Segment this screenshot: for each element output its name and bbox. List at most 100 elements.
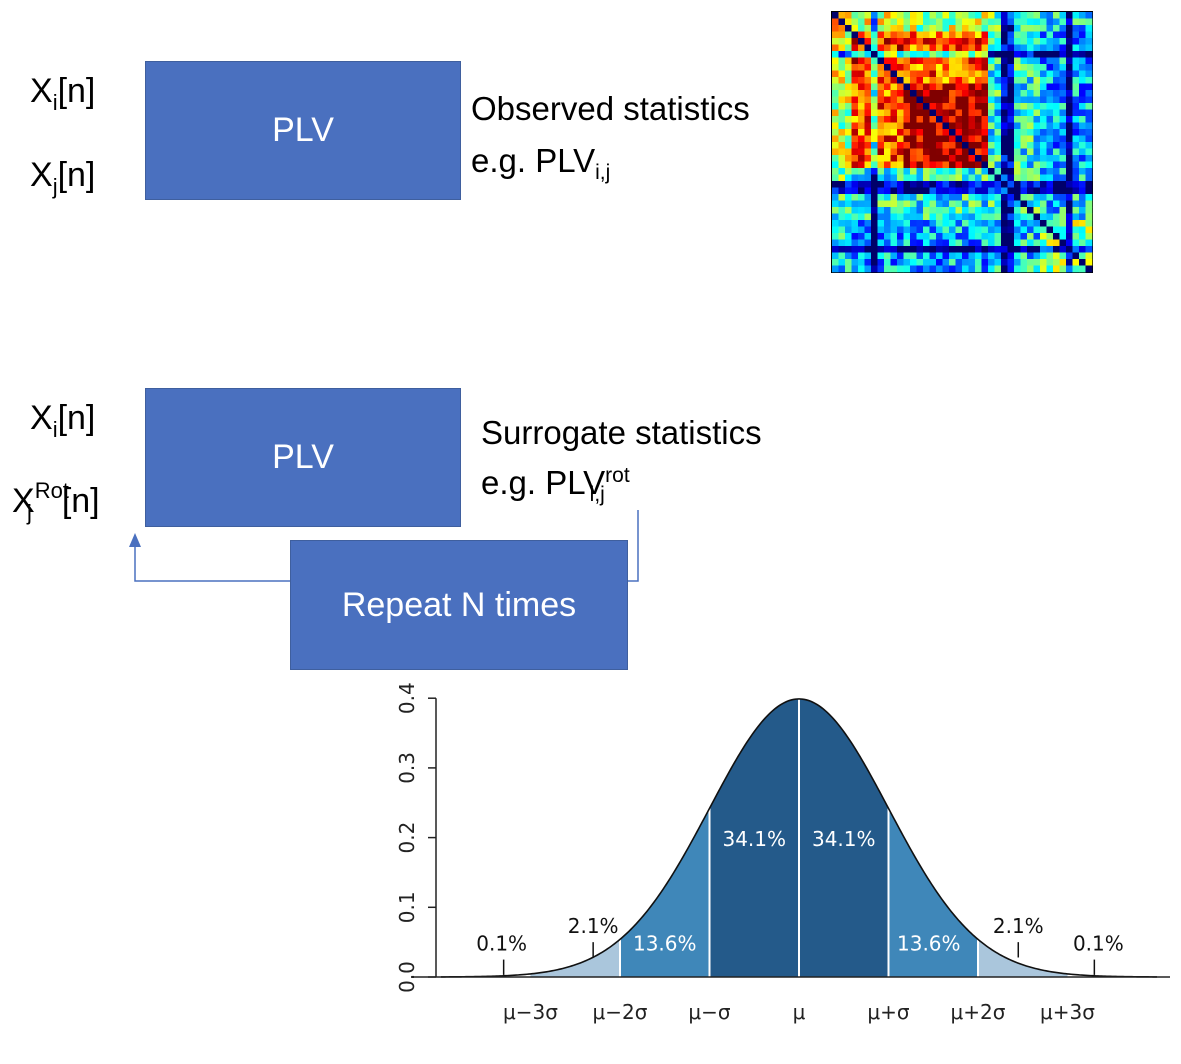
heatmap-cell bbox=[897, 155, 904, 162]
heatmap-cell bbox=[1007, 194, 1015, 201]
heatmap-cell bbox=[897, 246, 904, 253]
heatmap-cell bbox=[968, 155, 976, 162]
heatmap-cell bbox=[1020, 174, 1028, 182]
heatmap-cell bbox=[968, 116, 976, 123]
heatmap-cell bbox=[936, 155, 943, 162]
heatmap-cell bbox=[851, 265, 859, 273]
heatmap-cell bbox=[1046, 246, 1054, 253]
heatmap-cell bbox=[1072, 64, 1080, 71]
heatmap-cell bbox=[877, 25, 885, 32]
heatmap-cell bbox=[910, 194, 917, 201]
heatmap-cell bbox=[1066, 168, 1073, 175]
heatmap-cell bbox=[1053, 213, 1060, 221]
heatmap-cell bbox=[1040, 213, 1047, 221]
signal-xj-rot-bottom: XRotj [n] bbox=[12, 478, 100, 525]
heatmap-cell bbox=[1040, 148, 1047, 156]
heatmap-cell bbox=[1053, 187, 1060, 195]
heatmap-cell bbox=[1079, 51, 1086, 58]
heatmap-cell bbox=[845, 25, 852, 32]
heatmap-cell bbox=[929, 181, 937, 188]
heatmap-cell bbox=[851, 207, 859, 214]
heatmap-cell bbox=[929, 103, 937, 110]
heatmap-cell bbox=[975, 148, 982, 156]
heatmap-cell bbox=[838, 122, 846, 130]
observed-statistics-example: e.g. PLVi,j bbox=[471, 142, 611, 184]
heatmap-cell bbox=[1001, 57, 1008, 65]
heatmap-cell bbox=[936, 200, 943, 208]
heatmap-cell bbox=[1020, 109, 1028, 117]
heatmap-cell bbox=[923, 129, 930, 136]
heatmap-cell bbox=[1033, 70, 1041, 78]
heatmap-cell bbox=[1040, 207, 1047, 214]
heatmap-cell bbox=[845, 51, 852, 58]
heatmap-cell bbox=[845, 44, 852, 52]
heatmap-cell bbox=[871, 96, 878, 104]
heatmap-cell bbox=[1020, 96, 1028, 104]
heatmap-cell bbox=[858, 122, 865, 130]
heatmap-cell bbox=[975, 64, 982, 71]
heatmap-cell bbox=[1001, 194, 1008, 201]
heatmap-cell bbox=[1072, 90, 1080, 97]
heatmap-cell bbox=[1079, 161, 1086, 169]
heatmap-cell bbox=[1053, 207, 1060, 214]
heatmap-cell bbox=[1027, 239, 1034, 247]
heatmap-cell bbox=[877, 213, 885, 221]
heatmap-cell bbox=[1033, 148, 1041, 156]
heatmap-cell bbox=[1014, 135, 1021, 143]
heatmap-cell bbox=[838, 252, 846, 260]
heatmap-cell bbox=[923, 142, 930, 149]
heatmap-cell bbox=[949, 194, 956, 201]
heatmap-cell bbox=[1079, 194, 1086, 201]
heatmap-cell bbox=[1053, 122, 1060, 130]
heatmap-cell bbox=[864, 259, 872, 266]
heatmap-cell bbox=[851, 77, 859, 84]
heatmap-cell bbox=[936, 187, 943, 195]
heatmap-cell bbox=[968, 213, 976, 221]
heatmap-cell bbox=[877, 64, 885, 71]
heatmap-cell bbox=[1007, 122, 1015, 130]
heatmap-cell bbox=[988, 109, 995, 117]
heatmap-cell bbox=[936, 44, 943, 52]
heatmap-cell bbox=[1072, 96, 1080, 104]
heatmap-cell bbox=[923, 174, 930, 182]
heatmap-cell bbox=[929, 174, 937, 182]
heatmap-cell bbox=[975, 207, 982, 214]
heatmap-cell bbox=[1040, 226, 1047, 234]
heatmap-cell bbox=[988, 12, 995, 19]
heatmap-cell bbox=[1040, 194, 1047, 201]
heatmap-cell bbox=[949, 38, 956, 45]
heatmap-cell bbox=[845, 194, 852, 201]
heatmap-cell bbox=[942, 31, 950, 39]
heatmap-cell bbox=[845, 155, 852, 162]
heatmap-cell bbox=[1001, 239, 1008, 247]
heatmap-cell bbox=[1059, 220, 1067, 227]
heatmap-cell bbox=[1079, 246, 1086, 253]
heatmap-cell bbox=[890, 70, 898, 78]
heatmap-cell bbox=[1066, 129, 1073, 136]
heatmap-cell bbox=[903, 129, 911, 136]
heatmap-cell bbox=[871, 181, 878, 188]
heatmap-cell bbox=[858, 155, 865, 162]
heatmap-cell bbox=[845, 96, 852, 104]
heatmap-cell bbox=[845, 265, 852, 273]
heatmap-cell bbox=[877, 96, 885, 104]
heatmap-cell bbox=[851, 135, 859, 143]
heatmap-cell bbox=[838, 155, 846, 162]
heatmap-cell bbox=[877, 142, 885, 149]
heatmap-cell bbox=[903, 207, 911, 214]
heatmap-cell bbox=[923, 116, 930, 123]
heatmap-cell bbox=[975, 109, 982, 117]
heatmap-cell bbox=[884, 252, 891, 260]
heatmap-cell bbox=[942, 38, 950, 45]
heatmap-cell bbox=[884, 194, 891, 201]
heatmap-cell bbox=[942, 18, 950, 26]
heatmap-cell bbox=[851, 103, 859, 110]
heatmap-cell bbox=[845, 64, 852, 71]
heatmap-cell bbox=[1020, 207, 1028, 214]
heatmap-cell bbox=[936, 12, 943, 19]
heatmap-cell bbox=[871, 18, 878, 26]
heatmap-cell bbox=[1072, 148, 1080, 156]
heatmap-cell bbox=[903, 155, 911, 162]
heatmap-cell bbox=[923, 31, 930, 39]
heatmap-cell bbox=[910, 64, 917, 71]
